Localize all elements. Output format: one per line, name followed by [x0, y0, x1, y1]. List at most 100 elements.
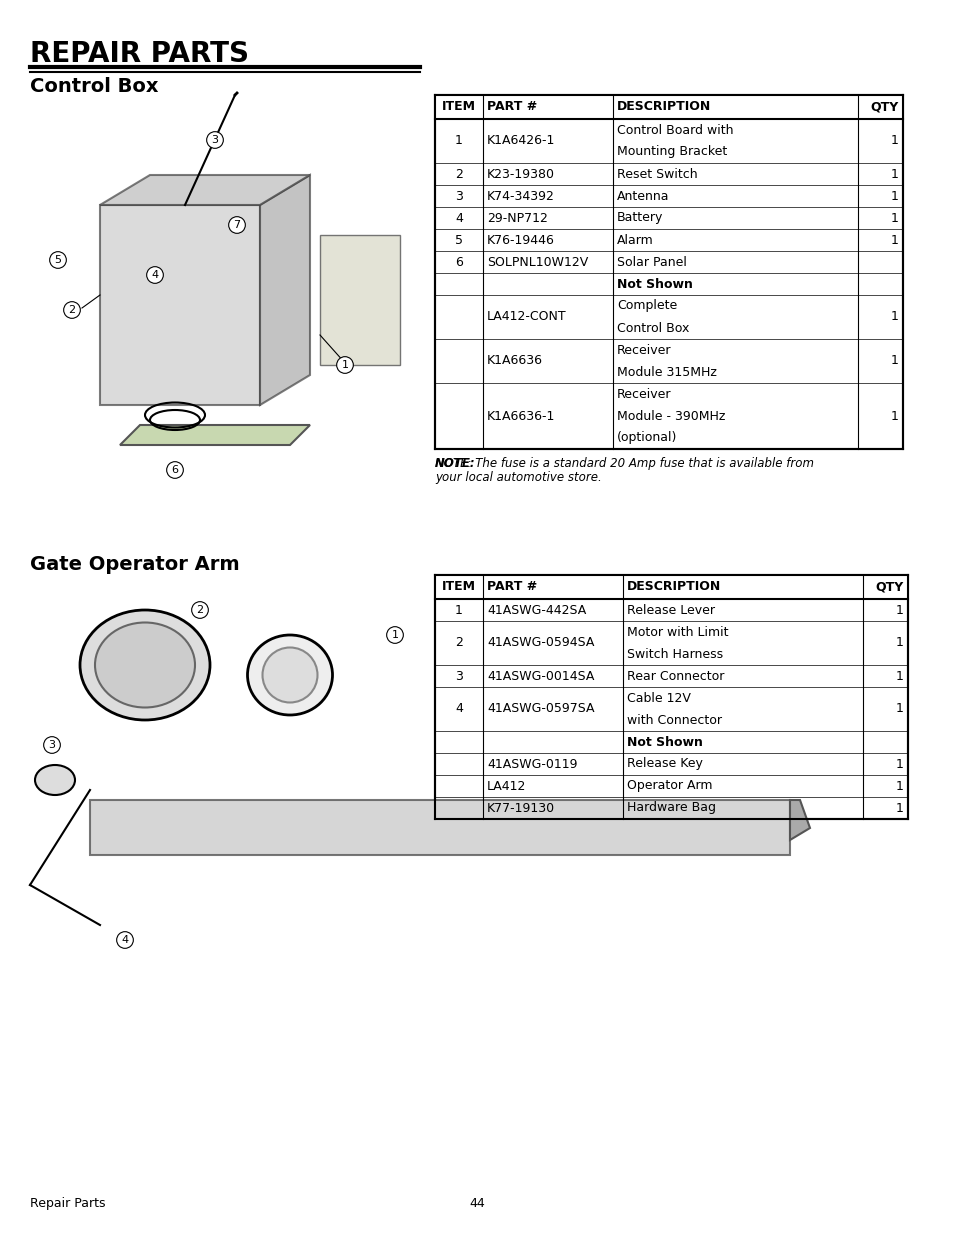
Text: your local automotive store.: your local automotive store. — [435, 471, 601, 484]
FancyBboxPatch shape — [100, 205, 260, 405]
Text: 29-NP712: 29-NP712 — [486, 211, 547, 225]
Text: 2: 2 — [196, 605, 203, 615]
Text: NOTE: The fuse is a standard 20 Amp fuse that is available from: NOTE: The fuse is a standard 20 Amp fuse… — [435, 457, 813, 471]
Text: 1: 1 — [890, 135, 898, 147]
Bar — [435, 576, 907, 599]
Text: K1A6426-1: K1A6426-1 — [486, 135, 555, 147]
Text: 5: 5 — [455, 233, 462, 247]
Polygon shape — [260, 175, 310, 405]
Text: Operator Arm: Operator Arm — [626, 779, 712, 793]
Text: DESCRIPTION: DESCRIPTION — [626, 580, 720, 594]
Text: 1: 1 — [341, 359, 348, 370]
Text: Reset Switch: Reset Switch — [617, 168, 697, 180]
Ellipse shape — [80, 610, 210, 720]
Text: QTY: QTY — [870, 100, 898, 114]
Text: Alarm: Alarm — [617, 233, 653, 247]
Text: LA412: LA412 — [486, 779, 526, 793]
Text: 41ASWG-0597SA: 41ASWG-0597SA — [486, 703, 594, 715]
Text: 3: 3 — [455, 669, 462, 683]
Text: 3: 3 — [455, 189, 462, 203]
Text: K23-19380: K23-19380 — [486, 168, 555, 180]
Text: 6: 6 — [455, 256, 462, 268]
Text: 1: 1 — [455, 135, 462, 147]
Text: 1: 1 — [391, 630, 398, 640]
Text: 1: 1 — [895, 669, 903, 683]
Polygon shape — [100, 175, 310, 205]
Text: Rear Connector: Rear Connector — [626, 669, 723, 683]
Text: 1: 1 — [895, 703, 903, 715]
Ellipse shape — [247, 635, 333, 715]
Text: 5: 5 — [54, 254, 61, 266]
Text: Control Board with: Control Board with — [617, 124, 733, 137]
Text: 4: 4 — [152, 270, 158, 280]
Text: Release Key: Release Key — [626, 757, 702, 771]
Text: 1: 1 — [890, 233, 898, 247]
Text: with Connector: with Connector — [626, 714, 721, 726]
Text: 1: 1 — [890, 354, 898, 368]
FancyBboxPatch shape — [90, 800, 789, 855]
Text: NOTE:: NOTE: — [435, 457, 476, 471]
Text: K76-19446: K76-19446 — [486, 233, 555, 247]
Text: 1: 1 — [455, 604, 462, 616]
Text: 41ASWG-0594SA: 41ASWG-0594SA — [486, 636, 594, 650]
Text: Motor with Limit: Motor with Limit — [626, 625, 728, 638]
Text: 1: 1 — [890, 310, 898, 324]
Bar — [435, 95, 902, 450]
Text: 41ASWG-0119: 41ASWG-0119 — [486, 757, 577, 771]
Text: Receiver: Receiver — [617, 343, 671, 357]
FancyBboxPatch shape — [319, 235, 399, 366]
Text: 44: 44 — [469, 1197, 484, 1210]
Text: Release Lever: Release Lever — [626, 604, 714, 616]
Text: 2: 2 — [455, 636, 462, 650]
Text: K1A6636-1: K1A6636-1 — [486, 410, 555, 422]
Text: 41ASWG-442SA: 41ASWG-442SA — [486, 604, 586, 616]
Text: 1: 1 — [890, 410, 898, 422]
Text: Control Box: Control Box — [617, 321, 689, 335]
Text: Module 315MHz: Module 315MHz — [617, 366, 716, 378]
Text: LA412-CONT: LA412-CONT — [486, 310, 566, 324]
Polygon shape — [789, 800, 809, 840]
Ellipse shape — [95, 622, 194, 708]
Text: Control Box: Control Box — [30, 77, 158, 96]
Text: 3: 3 — [212, 135, 218, 144]
Text: 1: 1 — [890, 211, 898, 225]
Text: Switch Harness: Switch Harness — [626, 647, 722, 661]
Text: 1: 1 — [890, 189, 898, 203]
Text: Receiver: Receiver — [617, 388, 671, 400]
Text: DESCRIPTION: DESCRIPTION — [617, 100, 711, 114]
Text: Repair Parts: Repair Parts — [30, 1197, 106, 1210]
Bar — [435, 576, 907, 819]
Text: 2: 2 — [69, 305, 75, 315]
Text: 1: 1 — [895, 802, 903, 815]
Text: 7: 7 — [233, 220, 240, 230]
Text: 41ASWG-0014SA: 41ASWG-0014SA — [486, 669, 594, 683]
Text: Not Shown: Not Shown — [626, 736, 702, 748]
Text: 1: 1 — [895, 757, 903, 771]
Text: K74-34392: K74-34392 — [486, 189, 555, 203]
Ellipse shape — [262, 647, 317, 703]
Bar — [435, 95, 902, 119]
Text: 1: 1 — [895, 636, 903, 650]
Text: Module - 390MHz: Module - 390MHz — [617, 410, 724, 422]
Text: 4: 4 — [121, 935, 129, 945]
Text: 4: 4 — [455, 211, 462, 225]
Text: Hardware Bag: Hardware Bag — [626, 802, 716, 815]
Text: Not Shown: Not Shown — [617, 278, 692, 290]
Text: 1: 1 — [890, 168, 898, 180]
Text: K77-19130: K77-19130 — [486, 802, 555, 815]
Text: SOLPNL10W12V: SOLPNL10W12V — [486, 256, 588, 268]
Ellipse shape — [35, 764, 75, 795]
Text: Battery: Battery — [617, 211, 662, 225]
Text: Mounting Bracket: Mounting Bracket — [617, 146, 726, 158]
Text: PART #: PART # — [486, 100, 537, 114]
Text: Gate Operator Arm: Gate Operator Arm — [30, 555, 239, 574]
Text: Antenna: Antenna — [617, 189, 669, 203]
Text: 4: 4 — [455, 703, 462, 715]
Text: 1: 1 — [895, 779, 903, 793]
Polygon shape — [120, 425, 310, 445]
Text: Cable 12V: Cable 12V — [626, 692, 690, 704]
Text: QTY: QTY — [875, 580, 903, 594]
Text: REPAIR PARTS: REPAIR PARTS — [30, 40, 249, 68]
Text: K1A6636: K1A6636 — [486, 354, 542, 368]
Text: (optional): (optional) — [617, 431, 677, 445]
